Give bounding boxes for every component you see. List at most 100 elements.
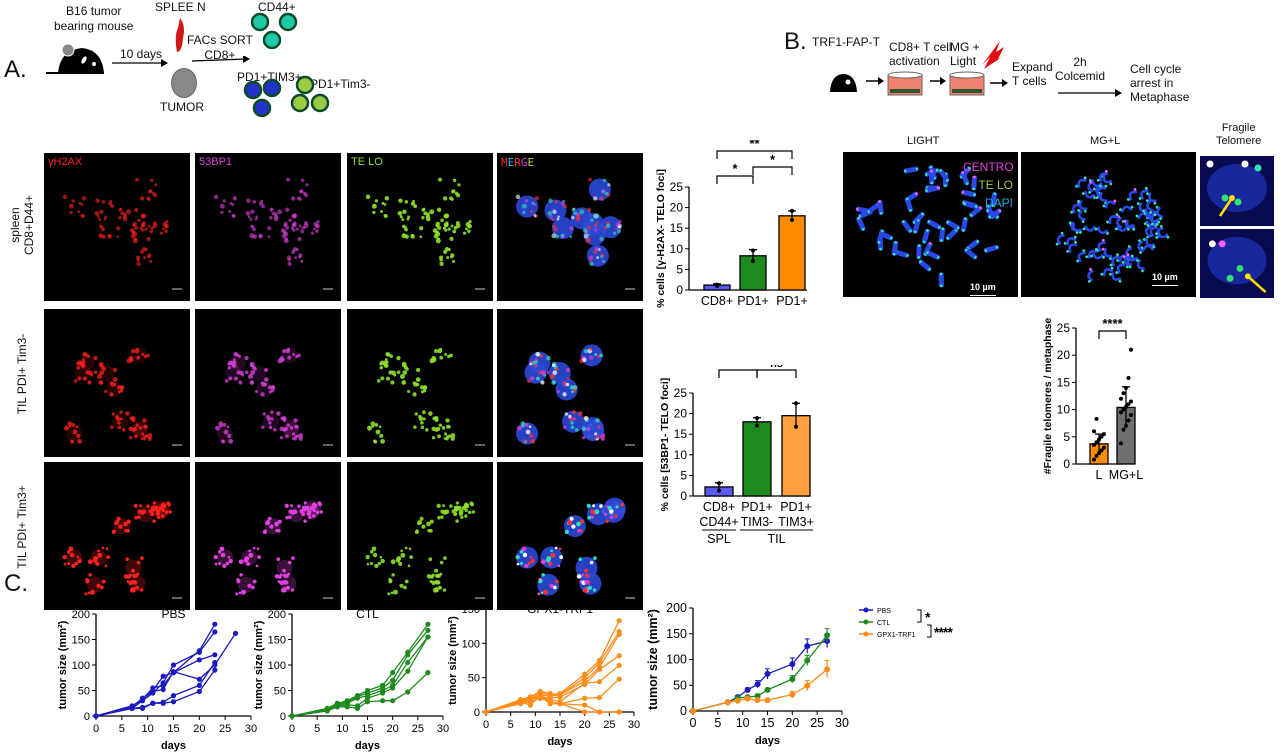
focus-dot bbox=[267, 226, 272, 231]
focus-dot bbox=[570, 390, 574, 394]
focus-dot bbox=[136, 261, 141, 267]
telomere-dot bbox=[1206, 160, 1214, 168]
focus-dot bbox=[98, 218, 102, 221]
focus-dot bbox=[116, 235, 120, 239]
focus-dot bbox=[260, 199, 264, 203]
data-point bbox=[527, 699, 533, 705]
focus-dot bbox=[271, 211, 276, 216]
focus-dot bbox=[306, 509, 312, 514]
chromosome-arm bbox=[1125, 219, 1136, 229]
telomere-dot bbox=[918, 260, 922, 264]
chromatin-blur bbox=[1207, 236, 1267, 285]
chromosome bbox=[985, 208, 1000, 220]
chromosome bbox=[916, 244, 922, 259]
focus-dot bbox=[276, 557, 281, 562]
focus-dot bbox=[67, 421, 73, 426]
line-chart-summary: 0 50 100 150 200 0 5 10 15 20 25 30 days tumor size (… bbox=[646, 601, 954, 747]
data-point bbox=[1099, 434, 1104, 439]
metaphase-image-light bbox=[843, 152, 1018, 297]
chromosome-arm bbox=[876, 229, 885, 244]
chromosome-arm bbox=[990, 192, 998, 207]
focus-dot bbox=[111, 412, 115, 416]
chromosome-arm bbox=[1116, 263, 1126, 274]
focus-dot bbox=[589, 347, 593, 351]
focus-dot bbox=[137, 509, 142, 514]
focus-dot bbox=[292, 432, 296, 436]
data-point bbox=[754, 681, 761, 688]
focus-dot bbox=[96, 215, 100, 219]
step-line: CD8+ T cell bbox=[889, 40, 952, 54]
data-point bbox=[364, 699, 371, 705]
focus-dot bbox=[300, 178, 305, 183]
telomere-dot bbox=[1121, 261, 1125, 264]
y-tick-label: 25 bbox=[674, 386, 688, 400]
significance-bracket bbox=[752, 166, 793, 175]
data-point bbox=[170, 662, 177, 668]
telomere-dot bbox=[926, 229, 929, 232]
nucleus-glow bbox=[105, 381, 122, 398]
telomere-dot bbox=[1254, 164, 1262, 172]
fragile-telomere-image bbox=[1200, 156, 1274, 226]
focus-dot bbox=[546, 556, 552, 561]
focus-dot bbox=[73, 379, 78, 383]
data-point bbox=[517, 700, 524, 706]
focus-dot bbox=[388, 579, 393, 584]
telomere-dot bbox=[877, 241, 881, 244]
focus-dot bbox=[109, 392, 114, 397]
focus-dot bbox=[415, 377, 421, 382]
chromosome bbox=[1140, 244, 1156, 252]
focus-dot bbox=[97, 552, 103, 558]
focus-dot bbox=[143, 256, 147, 260]
focus-dot bbox=[280, 228, 286, 233]
chromosome bbox=[990, 192, 998, 207]
focus-dot bbox=[527, 561, 532, 566]
chromosome bbox=[938, 168, 950, 183]
focus-dot bbox=[450, 433, 456, 438]
data-point bbox=[596, 709, 603, 715]
focus-dot bbox=[426, 521, 431, 527]
telomere-dot bbox=[1116, 253, 1119, 257]
telomere-dot bbox=[867, 210, 871, 214]
focus-dot bbox=[134, 515, 138, 520]
focus-dot bbox=[402, 370, 408, 375]
telomere-dot bbox=[937, 225, 941, 229]
cell-icon-cd44 bbox=[278, 12, 298, 32]
telomere-dot bbox=[986, 204, 990, 208]
y-tick-label: 50 bbox=[468, 673, 480, 685]
focus-dot bbox=[372, 210, 376, 215]
focus-dot bbox=[120, 211, 125, 216]
focus-dot bbox=[231, 213, 235, 218]
focus-dot bbox=[365, 194, 371, 200]
focus-dot bbox=[399, 374, 405, 380]
focus-dot bbox=[290, 588, 295, 592]
nucleus bbox=[582, 213, 605, 236]
telomere-dot bbox=[1115, 213, 1119, 216]
focus-dot bbox=[298, 436, 303, 441]
chromosome bbox=[1137, 239, 1145, 254]
data-point bbox=[150, 685, 156, 691]
data-point bbox=[596, 679, 603, 685]
category-label: TIM3- bbox=[737, 309, 770, 310]
data-point bbox=[596, 659, 603, 666]
focus-dot bbox=[383, 203, 387, 206]
chromosome bbox=[1100, 266, 1114, 277]
focus-dot bbox=[550, 552, 556, 558]
focus-dot bbox=[535, 351, 540, 357]
telomere-dot bbox=[1139, 251, 1142, 254]
x-tick-label: 25 bbox=[810, 716, 824, 730]
focus-dot bbox=[528, 425, 532, 429]
cell-icon-tim3-pos bbox=[252, 98, 272, 118]
focus-dot bbox=[384, 358, 388, 361]
y-tick-label: 15 bbox=[670, 221, 684, 235]
focus-dot bbox=[519, 562, 523, 566]
chromosome-arm bbox=[945, 219, 960, 231]
focus-dot bbox=[437, 434, 441, 439]
focus-dot bbox=[432, 587, 438, 593]
focus-dot bbox=[105, 547, 109, 551]
category-label: TIM3+ bbox=[774, 309, 810, 310]
cell-icon-tim3-pos bbox=[262, 78, 282, 98]
focus-dot bbox=[315, 510, 320, 515]
telomere-dot bbox=[939, 272, 943, 276]
focus-dot bbox=[126, 209, 132, 215]
focus-dot bbox=[431, 573, 435, 577]
